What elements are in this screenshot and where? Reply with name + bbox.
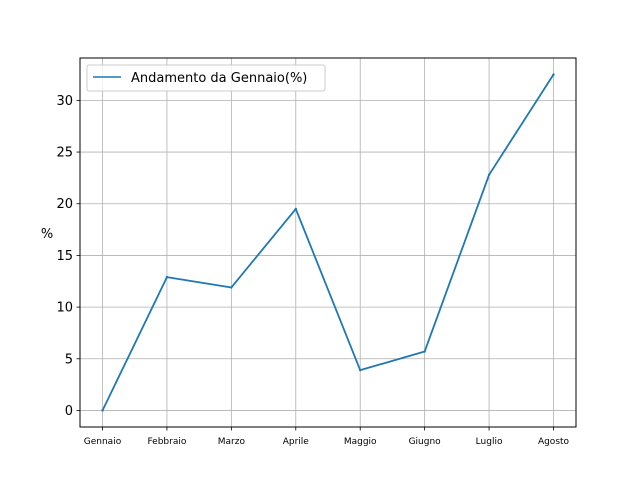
x-tick-label: Febbraio [147, 437, 186, 447]
data-point [294, 207, 297, 211]
x-tick-label: Marzo [218, 437, 246, 447]
y-tick-label: 5 [65, 352, 73, 367]
data-point [552, 73, 555, 76]
legend-label: Andamento da Gennaio(%) [131, 71, 307, 86]
y-tick-labels: 0 5 10 15 20 25 30 [56, 94, 73, 419]
x-tick-label: Luglio [476, 437, 503, 447]
y-tick-label: 10 [56, 301, 73, 316]
axis-ticks [76, 99, 554, 431]
y-tick-label: 15 [56, 249, 73, 264]
x-tick-label: Aprile [283, 437, 310, 447]
data-point [101, 409, 104, 412]
x-tick-label: Giugno [409, 437, 442, 447]
series-lines [101, 73, 555, 412]
legend-box [86, 64, 326, 92]
series-line [101, 73, 555, 412]
plot-area-frame [79, 57, 577, 428]
y-tick-label: 30 [56, 94, 73, 109]
y-tick-label: 25 [56, 146, 73, 161]
y-tick-label: 0 [65, 404, 73, 419]
y-axis-label: % [41, 227, 53, 242]
grid-lines [80, 58, 576, 427]
x-tick-label: Agosto [538, 437, 570, 447]
data-point [487, 173, 491, 176]
data-point [423, 350, 426, 353]
data-point [359, 368, 362, 372]
data-point [230, 286, 233, 289]
y-tick-label: 20 [56, 197, 73, 212]
legend: Andamento da Gennaio(%) [86, 64, 326, 92]
x-tick-labels: Gennaio Febbraio Marzo Aprile Maggio Giugno Lu… [84, 437, 570, 447]
x-tick-label: Maggio [344, 437, 377, 447]
x-tick-label: Gennaio [84, 437, 122, 447]
data-point [165, 275, 169, 279]
